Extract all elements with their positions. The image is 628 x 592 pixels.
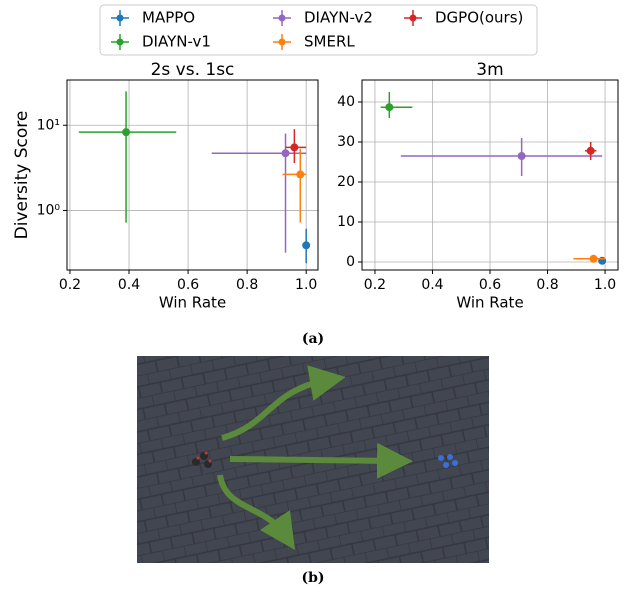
y-tick-label: 10⁰ — [37, 202, 61, 218]
caption: (a) — [302, 331, 324, 347]
x-axis-label: Win Rate — [159, 294, 226, 312]
x-tick-label: 0.8 — [236, 277, 258, 293]
point — [281, 149, 290, 158]
y-tick-label: 0 — [346, 254, 355, 270]
y-tick-label: 30 — [337, 134, 355, 150]
x-tick-label: 0.6 — [479, 277, 501, 293]
chart-title: 3m — [476, 60, 503, 80]
x-tick-label: 0.8 — [536, 277, 558, 293]
axes-frame — [66, 79, 319, 271]
legend-marker — [116, 14, 124, 22]
game-screenshot — [137, 356, 489, 563]
point — [302, 241, 311, 250]
legend-marker — [278, 14, 286, 22]
axes-frame — [361, 79, 619, 271]
x-tick-label: 0.2 — [364, 277, 386, 293]
point — [598, 256, 607, 265]
x-tick-label: 0.2 — [59, 277, 81, 293]
legend-label: DIAYN-v2 — [304, 9, 373, 27]
x-tick-label: 0.4 — [421, 277, 443, 293]
y-tick-label: 10¹ — [37, 117, 60, 133]
x-tick-label: 0.6 — [177, 277, 199, 293]
point — [586, 146, 595, 155]
legend-marker — [278, 38, 286, 46]
y-tick-label: 10 — [337, 214, 355, 230]
point — [122, 128, 131, 137]
point — [589, 254, 598, 263]
legend-marker — [116, 38, 124, 46]
point — [517, 152, 526, 160]
legend-box — [99, 4, 538, 56]
x-tick-label: 1.0 — [295, 277, 317, 293]
caption: (b) — [301, 570, 324, 586]
point — [385, 103, 394, 112]
legend-marker — [409, 14, 417, 22]
legend-label: DGPO(ours) — [435, 9, 523, 27]
legend-label: DIAYN-v1 — [142, 33, 211, 51]
y-tick-label: 20 — [337, 174, 355, 190]
point — [290, 143, 299, 152]
chart-title: 2s vs. 1sc — [151, 60, 235, 80]
point — [296, 170, 305, 179]
legend-label: SMERL — [304, 33, 355, 51]
x-tick-label: 1.0 — [594, 277, 616, 293]
legend-label: MAPPO — [142, 9, 195, 27]
x-axis-label: Win Rate — [456, 294, 523, 312]
y-tick-label: 40 — [337, 94, 355, 110]
y-axis-label: Diversity Score — [12, 111, 32, 240]
x-tick-label: 0.4 — [118, 277, 140, 293]
